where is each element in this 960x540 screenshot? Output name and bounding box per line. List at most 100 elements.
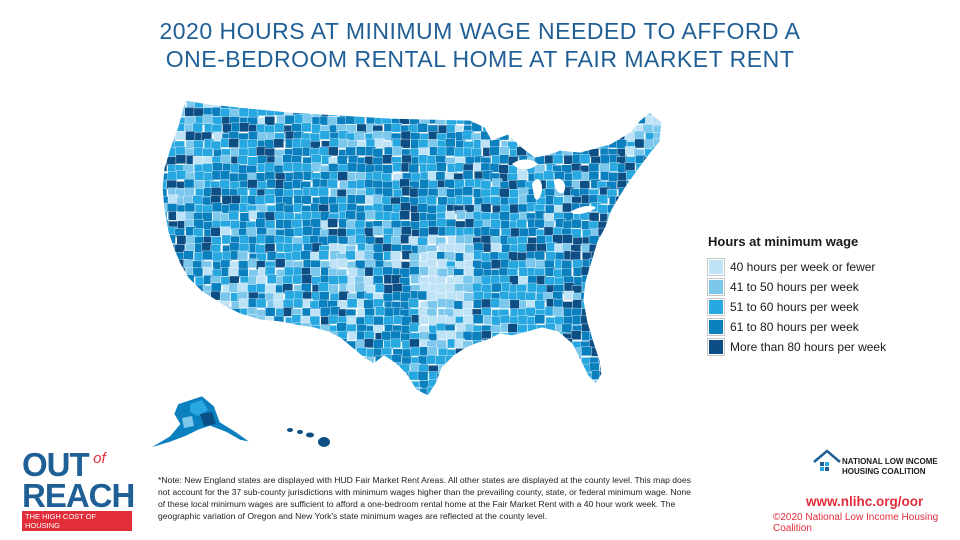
county-cell bbox=[345, 210, 356, 220]
county-cell bbox=[293, 227, 305, 237]
county-cell bbox=[606, 100, 618, 108]
county-cell bbox=[140, 181, 150, 190]
county-cell bbox=[283, 330, 294, 341]
county-cell bbox=[140, 388, 150, 397]
county-cell bbox=[354, 282, 365, 293]
county-cell bbox=[536, 380, 548, 390]
county-cell bbox=[202, 250, 213, 261]
county-cell bbox=[345, 114, 356, 125]
county-cell bbox=[491, 371, 502, 381]
county-cell bbox=[417, 123, 428, 133]
county-cell bbox=[246, 372, 258, 382]
county-cell bbox=[267, 396, 277, 405]
county-cell bbox=[534, 300, 545, 310]
county-cell bbox=[489, 379, 500, 389]
county-cell bbox=[616, 124, 627, 135]
county-cell bbox=[140, 269, 150, 278]
county-cell bbox=[546, 363, 557, 374]
county-cell bbox=[318, 331, 330, 341]
org-name-line-2: HOUSING COALITION bbox=[842, 467, 926, 476]
county-cell bbox=[328, 275, 339, 285]
county-cell bbox=[597, 194, 608, 205]
county-cell bbox=[149, 157, 159, 166]
county-cell bbox=[247, 179, 258, 189]
county-cell bbox=[608, 373, 619, 383]
county-cell bbox=[436, 339, 447, 350]
county-cell bbox=[284, 228, 295, 238]
county-cell bbox=[162, 307, 168, 317]
county-cell bbox=[599, 101, 610, 111]
county-cell bbox=[140, 147, 149, 156]
county-cell bbox=[400, 387, 411, 396]
county-cell bbox=[274, 362, 285, 373]
county-cell bbox=[202, 114, 214, 124]
county-cell bbox=[673, 92, 683, 101]
county-cell bbox=[141, 300, 151, 309]
county-cell bbox=[283, 100, 294, 108]
county-cell bbox=[141, 195, 151, 204]
county-cell bbox=[238, 260, 249, 270]
org-url-link[interactable]: www.nlihc.org/oor bbox=[806, 494, 924, 509]
county-cell bbox=[193, 364, 205, 374]
county-cell bbox=[663, 93, 673, 102]
county-cell bbox=[419, 179, 430, 189]
county-cell bbox=[445, 226, 456, 236]
county-cell bbox=[346, 100, 357, 102]
county-cell bbox=[554, 107, 566, 117]
county-cell bbox=[257, 364, 268, 375]
county-cell bbox=[221, 356, 233, 366]
county-cell bbox=[212, 251, 223, 262]
county-cell bbox=[401, 397, 411, 406]
county-cell bbox=[672, 133, 682, 142]
county-cell bbox=[237, 386, 248, 396]
county-cell bbox=[644, 194, 655, 205]
county-cell bbox=[599, 324, 610, 334]
county-cell bbox=[337, 155, 348, 165]
county-cell bbox=[671, 276, 681, 285]
county-cell bbox=[661, 267, 662, 277]
county-cell bbox=[661, 339, 662, 350]
county-cell bbox=[167, 276, 179, 286]
county-cell bbox=[644, 252, 655, 262]
county-cell bbox=[381, 107, 392, 118]
county-cell bbox=[563, 100, 574, 101]
county-cell bbox=[625, 218, 636, 229]
county-cell bbox=[464, 218, 476, 228]
county-cell bbox=[248, 108, 259, 118]
county-cell bbox=[202, 315, 213, 326]
county-cell bbox=[534, 115, 546, 125]
legend-item: 51 to 60 hours per week bbox=[707, 297, 948, 317]
county-cell bbox=[311, 378, 322, 389]
county-cell bbox=[274, 349, 285, 359]
county-cell bbox=[661, 115, 662, 125]
county-cell bbox=[162, 107, 167, 117]
county-cell bbox=[149, 180, 159, 189]
county-cell bbox=[662, 397, 672, 406]
county-cell bbox=[492, 362, 503, 373]
county-cell bbox=[327, 100, 338, 110]
county-cell bbox=[642, 372, 654, 382]
county-cell bbox=[292, 147, 303, 157]
county-cell bbox=[193, 180, 205, 190]
county-cell bbox=[381, 100, 392, 101]
county-cell bbox=[671, 388, 681, 397]
county-cell bbox=[517, 252, 528, 262]
county-cell bbox=[625, 370, 637, 380]
county-cell bbox=[472, 314, 484, 324]
county-cell bbox=[157, 397, 167, 406]
county-cell bbox=[382, 394, 393, 396]
county-cell bbox=[624, 277, 636, 287]
county-cell bbox=[671, 181, 681, 190]
county-cell bbox=[355, 372, 367, 382]
county-cell bbox=[408, 100, 419, 101]
county-cell bbox=[654, 179, 662, 189]
county-cell bbox=[543, 108, 555, 118]
county-cell bbox=[265, 339, 276, 349]
county-cell bbox=[347, 356, 358, 367]
county-cell bbox=[651, 146, 662, 157]
county-cell bbox=[661, 354, 662, 364]
county-cell bbox=[166, 331, 177, 341]
county-cell bbox=[382, 187, 393, 198]
county-cell bbox=[418, 154, 429, 164]
county-cell bbox=[148, 251, 158, 260]
